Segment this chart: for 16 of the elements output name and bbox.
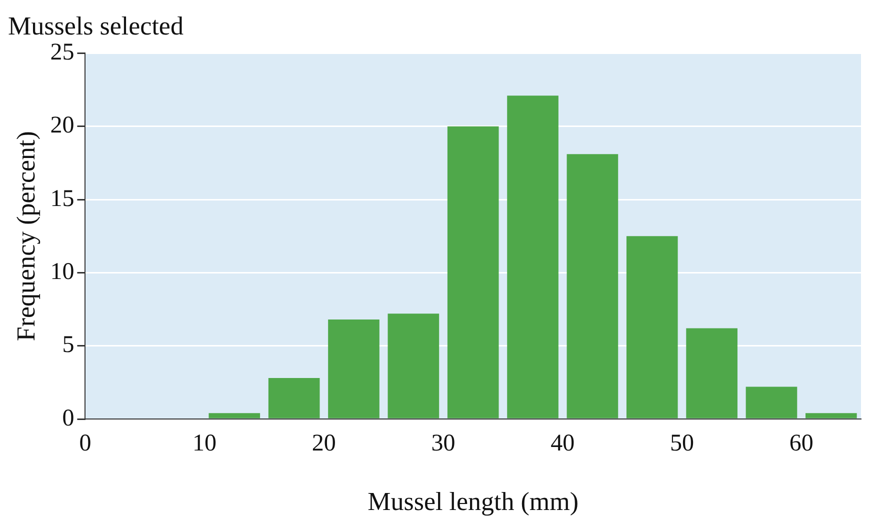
y-tick-label: 0 bbox=[62, 405, 74, 432]
x-tick-label: 60 bbox=[789, 430, 814, 457]
x-tick-label: 20 bbox=[312, 430, 336, 457]
x-axis-title: Mussel length (mm) bbox=[368, 487, 579, 516]
chart-title: Mussels selected bbox=[8, 11, 184, 40]
y-axis-title: Frequency (percent) bbox=[11, 131, 40, 342]
y-tick-label: 20 bbox=[50, 112, 74, 139]
x-tick-label: 0 bbox=[79, 430, 92, 457]
y-tick-label: 5 bbox=[62, 332, 74, 358]
y-tick-label: 10 bbox=[50, 258, 74, 285]
x-tick-label: 30 bbox=[431, 430, 456, 457]
x-tick-label: 10 bbox=[192, 430, 217, 457]
x-tick-label: 50 bbox=[670, 430, 694, 457]
x-tick-label: 40 bbox=[550, 430, 575, 457]
y-tick-label: 25 bbox=[50, 39, 74, 66]
y-tick-label: 15 bbox=[50, 186, 74, 212]
